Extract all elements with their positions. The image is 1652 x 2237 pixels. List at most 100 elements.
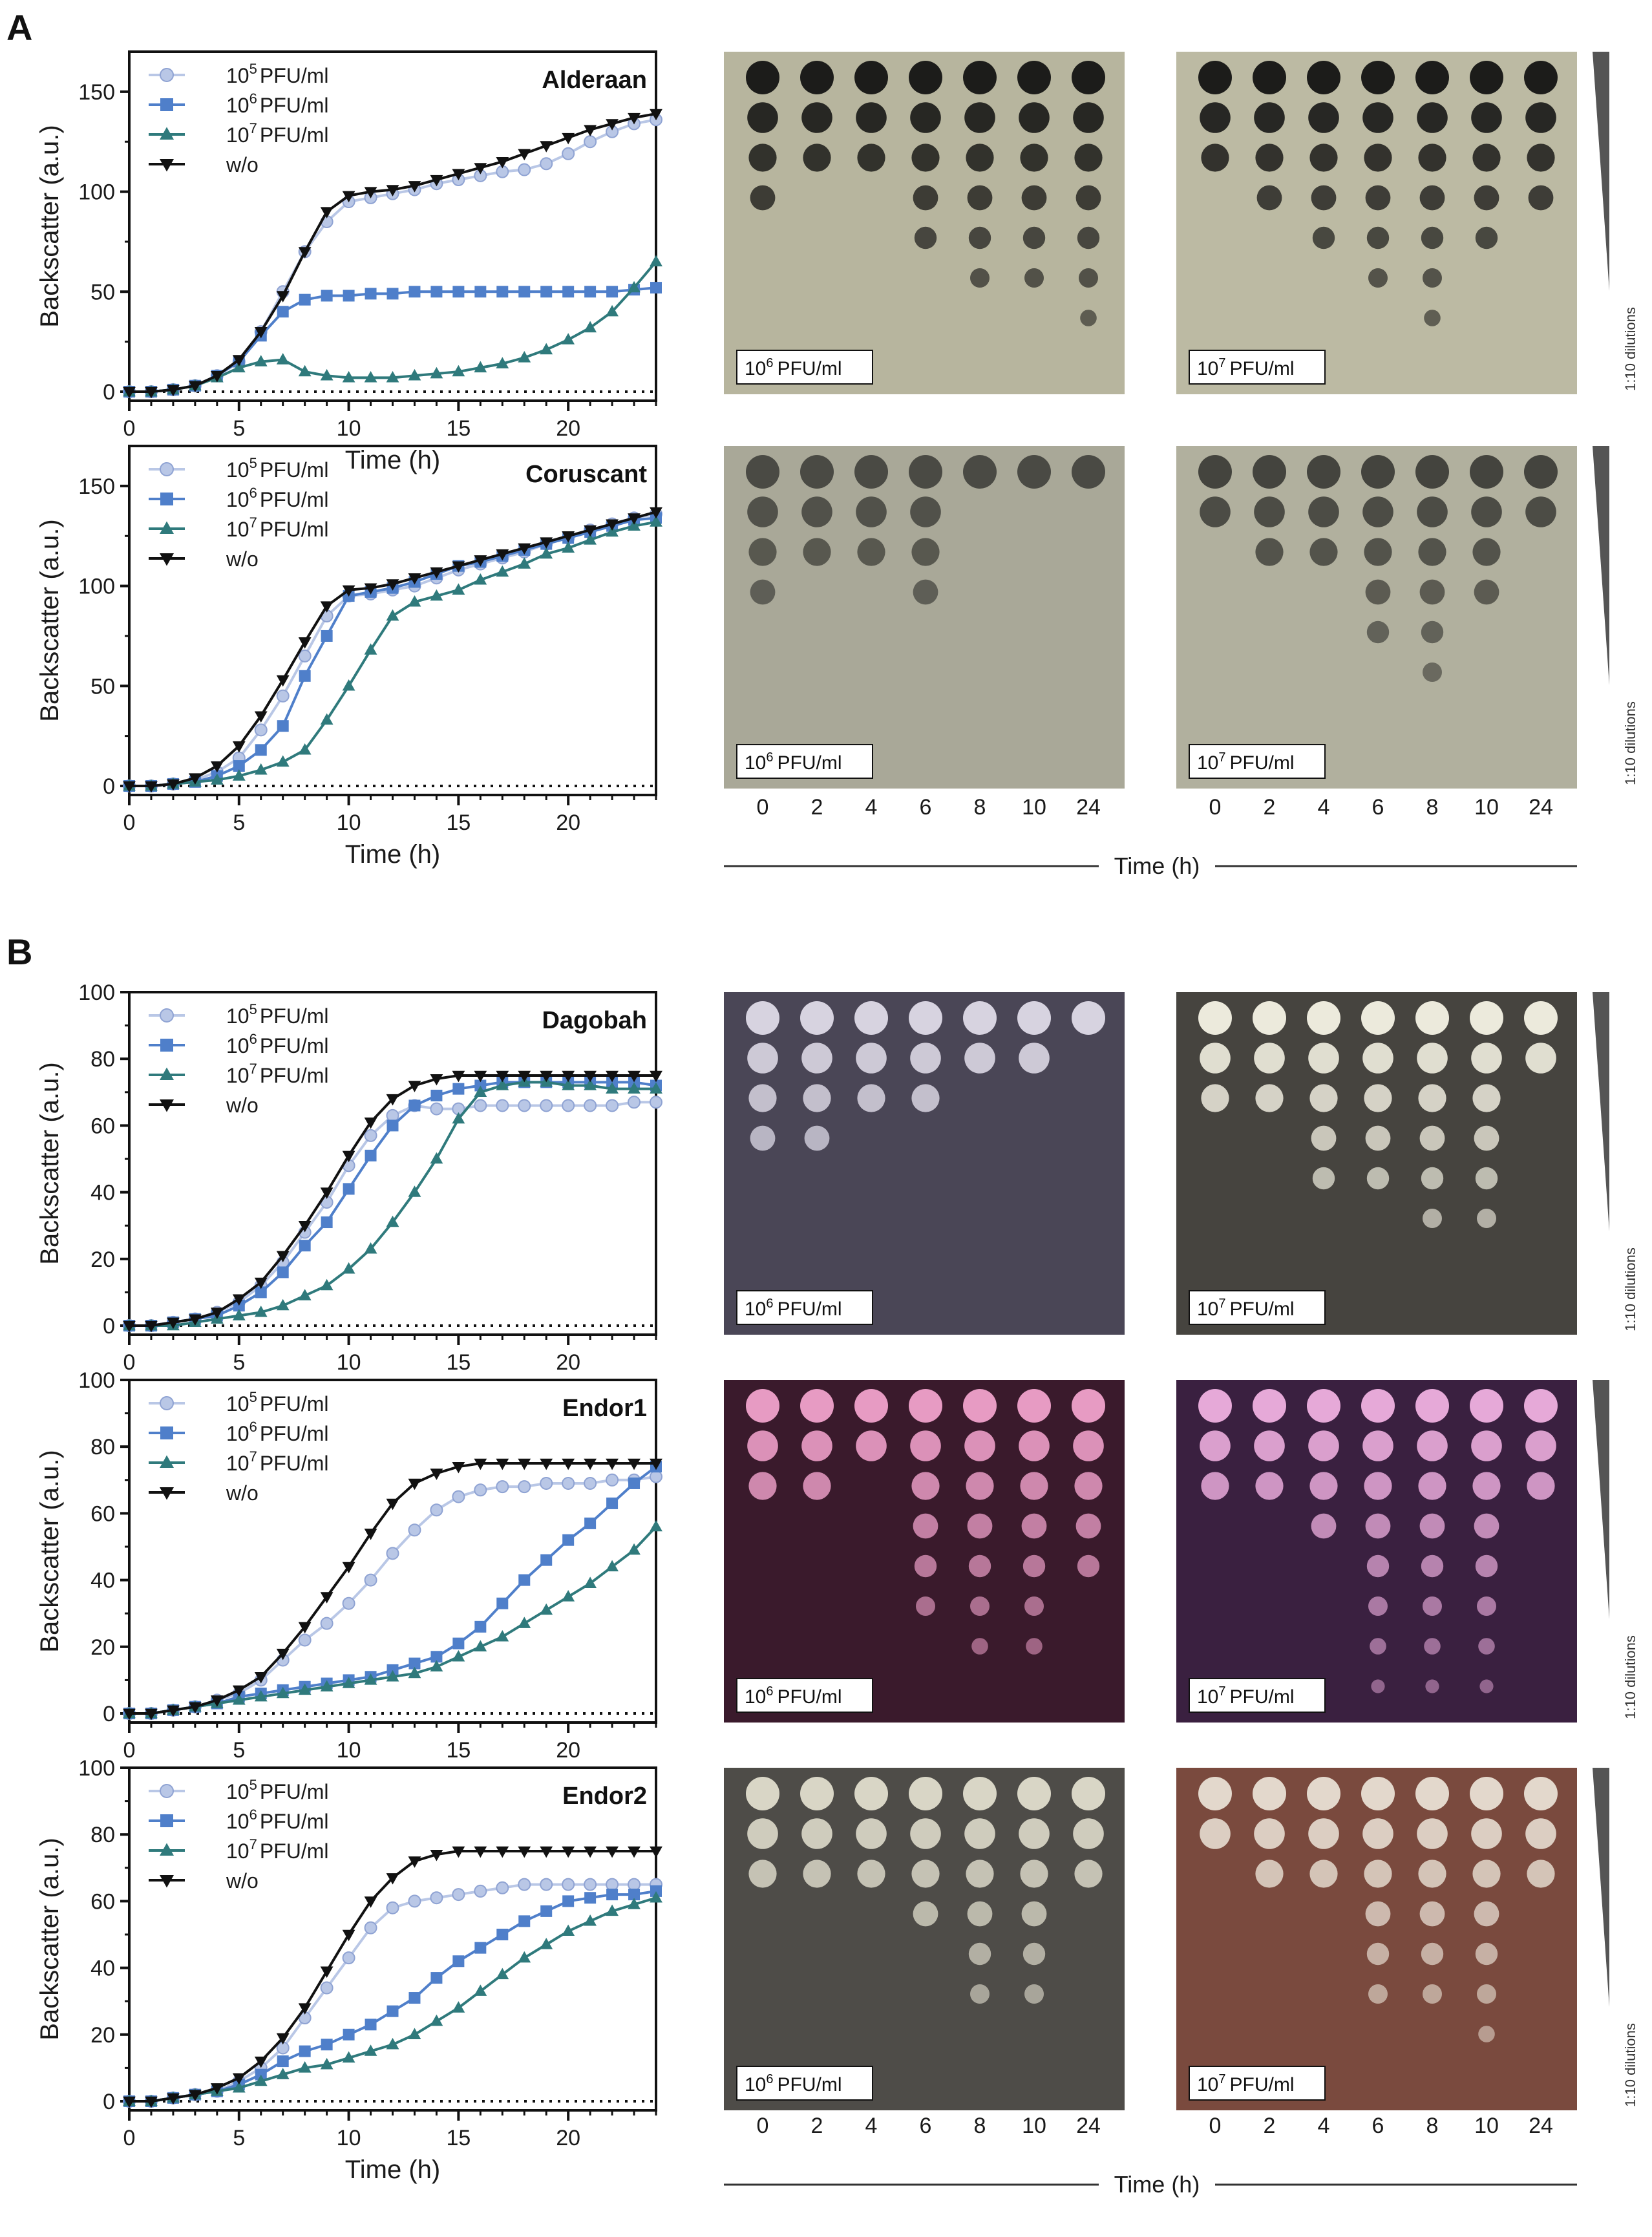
plaque-spot xyxy=(914,1554,937,1578)
x-tick-label: 10 xyxy=(337,2126,361,2150)
data-point-s4 xyxy=(628,1070,641,1083)
plate-time-tick: 2 xyxy=(1264,795,1276,820)
plaque-spot xyxy=(750,1125,776,1151)
plaque-spot xyxy=(1525,1818,1556,1849)
plaque-spot xyxy=(1200,1043,1231,1074)
line-chart-alderaan: 0 50 100 150 0 5 10 15 20 Backscatter (a.u.) Time … xyxy=(36,50,662,474)
plaque-spot xyxy=(856,1043,887,1074)
x-tick-label: 20 xyxy=(556,2126,580,2150)
plaque-spot xyxy=(857,1084,885,1112)
panel-label-a: A xyxy=(6,7,32,48)
dilution-wedge xyxy=(1593,52,1609,291)
data-point-s2 xyxy=(299,1240,311,1252)
data-point-s3 xyxy=(254,1690,268,1702)
data-point-s1 xyxy=(386,1547,399,1560)
data-point-s4 xyxy=(650,507,662,519)
y-axis-label: Backscatter (a.u.) xyxy=(36,125,64,327)
data-point-s4 xyxy=(145,2096,158,2108)
plaque-spot xyxy=(1256,185,1282,211)
plaque-spot xyxy=(1415,1777,1449,1810)
data-point-s2 xyxy=(343,2028,355,2041)
data-point-s2 xyxy=(562,1534,575,1546)
data-point-s4 xyxy=(386,1094,399,1106)
plaque-spot xyxy=(857,143,885,172)
plaque-spot xyxy=(909,61,942,94)
plaque-spot xyxy=(1254,496,1285,527)
data-point-s1 xyxy=(320,1981,334,1995)
data-point-s4 xyxy=(606,119,619,131)
plate-time-tick: 8 xyxy=(1426,2114,1439,2138)
plaque-spot xyxy=(1309,538,1338,566)
plate-time-tick: 4 xyxy=(1318,795,1330,820)
data-point-s4 xyxy=(562,531,575,543)
plaque-spot xyxy=(1364,538,1392,566)
data-point-s3 xyxy=(562,1590,575,1602)
data-point-s4 xyxy=(342,1150,355,1163)
data-point-s4 xyxy=(452,169,465,181)
plaque-spot xyxy=(804,1125,830,1151)
data-point-s3 xyxy=(474,1984,487,1996)
data-point-s3 xyxy=(232,1309,246,1320)
data-point-s4 xyxy=(276,675,290,687)
plaque-spot xyxy=(1017,1389,1051,1423)
data-point-s2 xyxy=(277,1266,289,1278)
plaque-spot xyxy=(963,61,997,94)
data-point-s2 xyxy=(606,1889,619,1901)
data-point-s1 xyxy=(408,1523,421,1537)
x-axis-label: Time (h) xyxy=(345,840,440,869)
plaque-spot xyxy=(803,1860,831,1888)
data-point-s3 xyxy=(298,1683,312,1695)
legend-marker-s3 xyxy=(160,1067,174,1080)
y-tick-label: 100 xyxy=(78,180,115,205)
y-tick-label: 60 xyxy=(90,1114,115,1138)
data-point-s4 xyxy=(232,2073,246,2085)
data-point-s4 xyxy=(452,1461,465,1474)
data-point-s3 xyxy=(430,2014,443,2026)
data-point-s2 xyxy=(277,306,289,318)
data-point-s4 xyxy=(628,1846,641,1858)
x-tick-label: 20 xyxy=(556,1738,580,1763)
plaque-spot xyxy=(1311,1125,1337,1151)
plot-frame xyxy=(128,50,657,402)
plot-title: Alderaan xyxy=(542,67,647,94)
plaque-spot xyxy=(1470,1389,1503,1423)
data-point-s2 xyxy=(584,1517,597,1529)
plaque-spot xyxy=(750,185,776,211)
plaque-spot xyxy=(909,455,942,489)
data-point-s4 xyxy=(210,1308,224,1319)
plaque-spot xyxy=(1365,1125,1391,1151)
plaque-spot xyxy=(1419,1901,1445,1927)
series-line-s3 xyxy=(129,520,657,787)
data-point-s3 xyxy=(518,351,531,363)
data-point-s4 xyxy=(342,191,355,203)
data-point-s4 xyxy=(540,1070,553,1083)
plaque-spot xyxy=(971,1638,988,1655)
data-point-s2 xyxy=(474,1942,487,1954)
line-chart-dagobah: 0 20 40 60 80 100 0 5 10 15 20 Backscatter (a.u.) Da… xyxy=(36,981,662,1375)
data-point-s3 xyxy=(342,1262,355,1274)
plaque-spot xyxy=(1366,1554,1390,1578)
plaque-plate-photo: 107 PFU/ml 1:10 dilutions xyxy=(1176,992,1638,1335)
dilution-wedge xyxy=(1593,446,1609,685)
data-point-s4 xyxy=(474,163,487,175)
data-point-s2 xyxy=(408,286,421,298)
plaque-spot xyxy=(800,1001,834,1035)
plaque-spot xyxy=(1077,226,1100,249)
data-point-s4 xyxy=(496,1846,509,1858)
data-point-s3 xyxy=(232,361,246,373)
data-point-s1 xyxy=(474,1884,487,1898)
plaque-spot xyxy=(1419,185,1445,211)
plate-time-tick: 0 xyxy=(757,795,769,820)
series-line-s4 xyxy=(129,1850,656,2103)
data-point-s3 xyxy=(452,583,465,595)
y-tick-label: 50 xyxy=(90,280,115,304)
plaque-spot xyxy=(854,61,888,94)
plaque-spot xyxy=(1371,1679,1385,1693)
plaque-spot xyxy=(854,1389,888,1423)
legend-marker-s4 xyxy=(160,1099,174,1112)
plaque-spot xyxy=(1366,620,1390,644)
y-tick-label: 150 xyxy=(78,80,115,105)
plaque-spot xyxy=(800,455,834,489)
x-axis-label: Time (h) xyxy=(345,446,440,474)
data-point-s3 xyxy=(342,370,355,383)
